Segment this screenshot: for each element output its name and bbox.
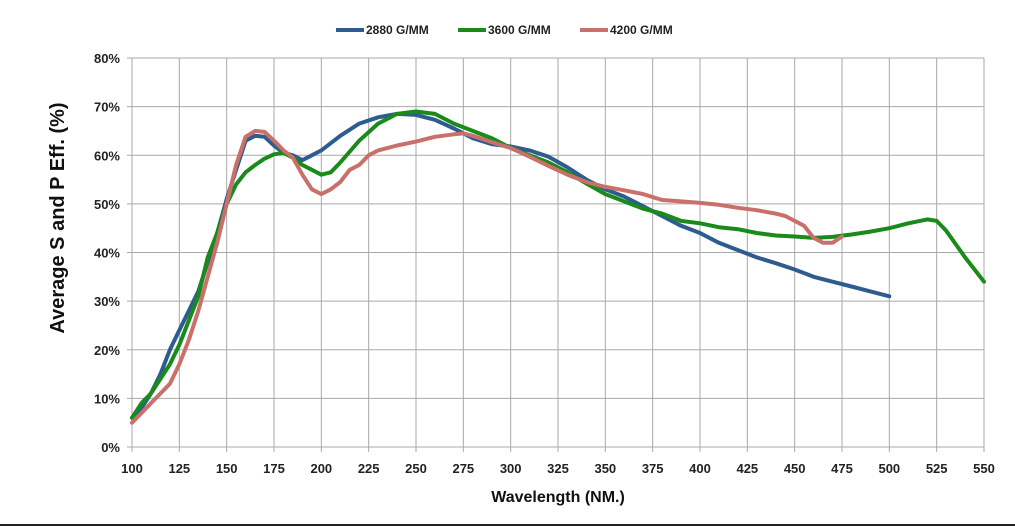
x-tick-label: 375 — [642, 461, 664, 476]
x-tick-label: 525 — [926, 461, 948, 476]
y-tick-label: 30% — [94, 294, 120, 309]
x-tick-label: 250 — [405, 461, 427, 476]
x-tick-label: 200 — [310, 461, 332, 476]
x-axis-title: Wavelength (NM.) — [491, 489, 625, 506]
series-lines — [130, 109, 986, 425]
y-tick-label: 20% — [94, 343, 120, 358]
y-tick-label: 0% — [101, 440, 120, 455]
y-tick-label: 80% — [94, 51, 120, 66]
x-tick-label: 450 — [784, 461, 806, 476]
x-tick-label: 150 — [216, 461, 238, 476]
legend-label: 3600 G/MM — [488, 23, 551, 37]
x-tick-label: 350 — [594, 461, 616, 476]
x-tick-label: 100 — [121, 461, 143, 476]
y-tick-label: 70% — [94, 100, 120, 115]
legend-label: 4200 G/MM — [610, 23, 673, 37]
y-tick-label: 10% — [94, 391, 120, 406]
x-tick-label: 500 — [878, 461, 900, 476]
x-tick-label: 175 — [263, 461, 285, 476]
x-tick-label: 400 — [689, 461, 711, 476]
y-tick-label: 60% — [94, 148, 120, 163]
x-tick-label: 550 — [973, 461, 995, 476]
x-tick-label: 425 — [736, 461, 758, 476]
x-tick-label: 125 — [168, 461, 190, 476]
x-tick-label: 300 — [500, 461, 522, 476]
x-axis-ticks: 100 125 150 175 200 225 250 275 300 325 350 375 400 4… — [121, 461, 995, 476]
x-tick-label: 325 — [547, 461, 569, 476]
y-tick-label: 40% — [94, 246, 120, 261]
y-tick-label: 50% — [94, 197, 120, 212]
grid — [127, 57, 985, 452]
y-axis-ticks: 0% 10% 20% 30% 40% 50% 60% 70% 80% — [94, 51, 120, 455]
x-tick-label: 275 — [452, 461, 474, 476]
series-line-4200 — [130, 128, 844, 425]
legend-label: 2880 G/MM — [366, 23, 429, 37]
x-tick-label: 475 — [831, 461, 853, 476]
y-axis-title: Average S and P Eff. (%) — [47, 102, 69, 333]
legend: 2880 G/MM 3600 G/MM 4200 G/MM — [336, 23, 673, 37]
x-tick-label: 225 — [358, 461, 380, 476]
bottom-border — [0, 524, 1015, 526]
